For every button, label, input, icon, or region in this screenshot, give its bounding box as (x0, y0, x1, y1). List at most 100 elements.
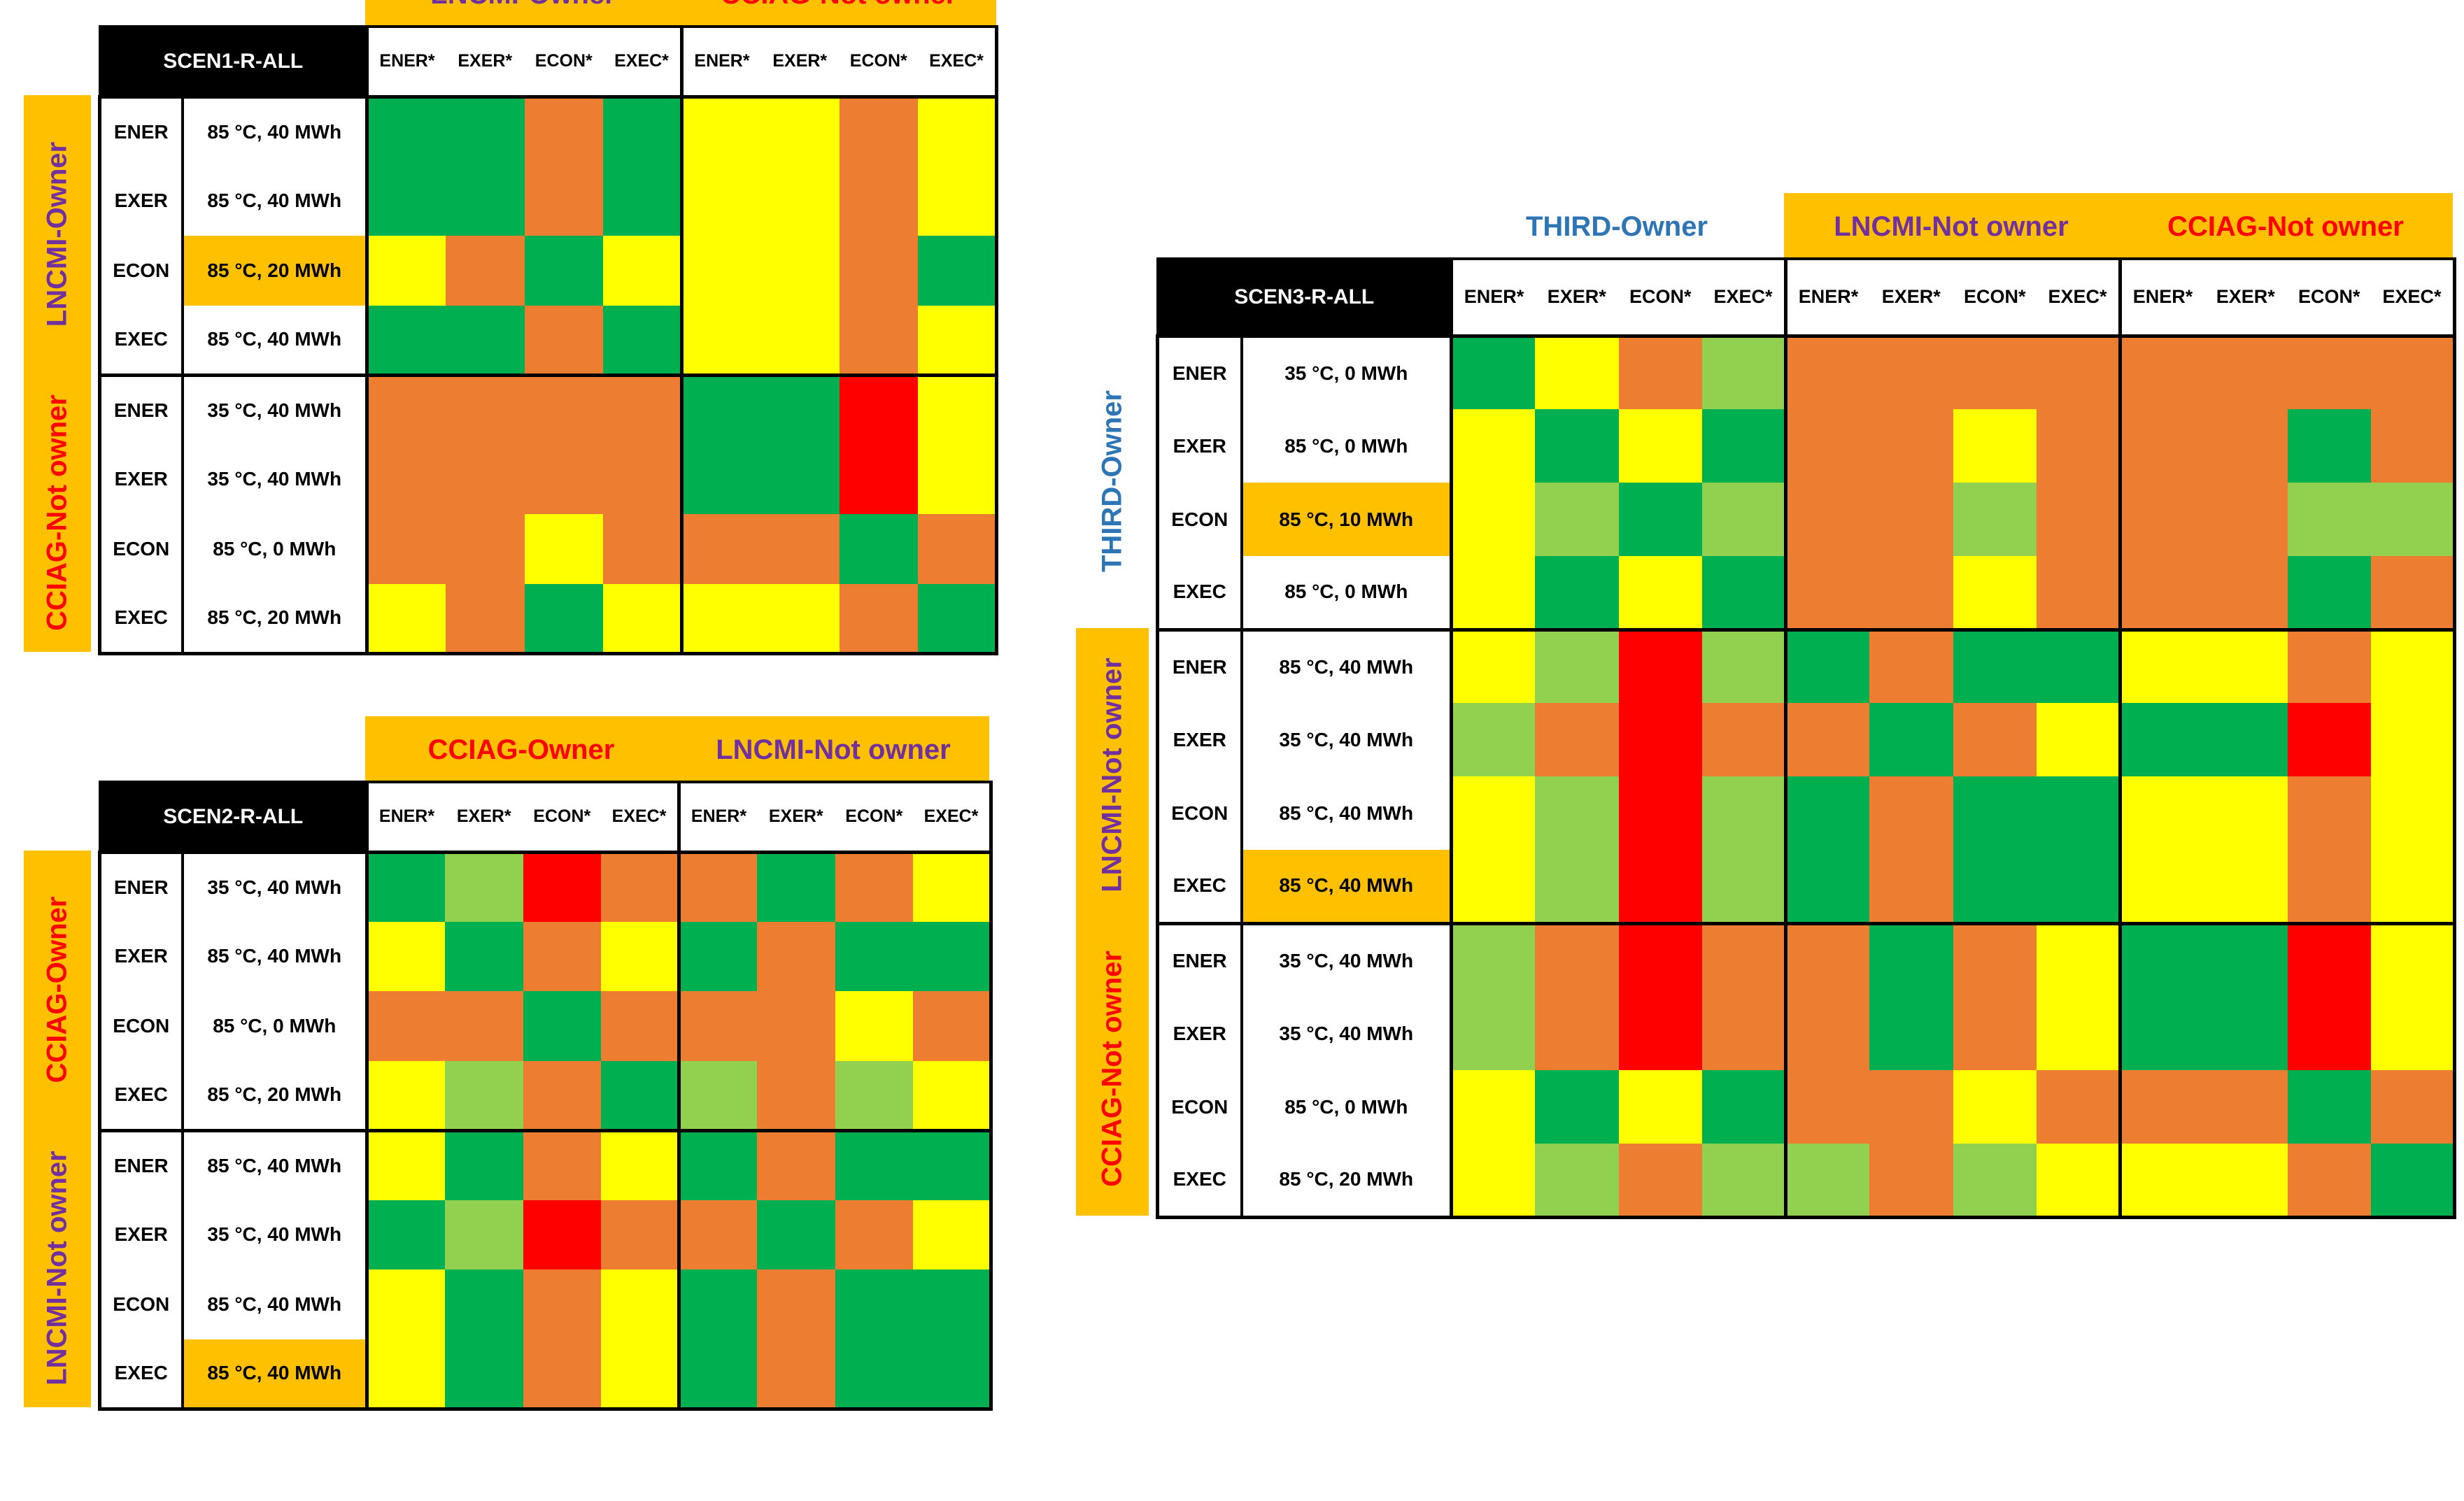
heatmap-cell (1618, 776, 1702, 850)
heatmap-cell (365, 444, 446, 514)
heatmap-cell (1869, 921, 1953, 997)
heatmap-cell (839, 166, 918, 236)
column-header: EXEC* (2371, 257, 2456, 337)
row-parameter: 85 °C, 40 MWh (182, 1128, 369, 1200)
heatmap-cell (2204, 997, 2288, 1070)
row-label: ENER (98, 373, 184, 445)
heatmap-cell (760, 94, 840, 166)
row-group-text: LNCMI-Owner (41, 141, 73, 327)
row-parameter: 85 °C, 0 MWh (182, 514, 369, 584)
heatmap-cell (365, 583, 446, 655)
heatmap-cell (2118, 997, 2204, 1070)
row-parameter: 85 °C, 0 MWh (1241, 556, 1453, 629)
row-group-label: THIRD-Owner (1076, 334, 1149, 628)
row-label: EXEC (98, 1339, 184, 1411)
heatmap-cell (1450, 1144, 1535, 1219)
heatmap-cell (524, 236, 603, 306)
heatmap-cell (601, 991, 681, 1061)
heatmap-cell (1953, 921, 2037, 997)
heatmap-cell (1953, 850, 2037, 923)
heatmap-cell (601, 1060, 681, 1130)
heatmap-cell (2118, 483, 2204, 556)
column-header: EXER* (1535, 257, 1619, 337)
heatmap-cell (2371, 921, 2456, 997)
heatmap-cell (913, 1200, 993, 1269)
heatmap-cell (1869, 483, 1953, 556)
column-header: ENER* (680, 25, 760, 98)
heatmap-cell (835, 991, 913, 1061)
column-header: ECON* (524, 25, 603, 98)
row-group-label: CCIAG-Not owner (24, 374, 91, 652)
row-label: EXEC (1156, 850, 1243, 923)
heatmap-cell (913, 1128, 993, 1200)
column-header: ENER* (365, 781, 445, 853)
heatmap-cell (1869, 627, 1953, 703)
heatmap-cell (1618, 627, 1702, 703)
heatmap-cell (1618, 334, 1702, 409)
row-label: ECON (98, 1269, 184, 1339)
column-header: ENER* (1784, 257, 1869, 337)
heatmap-cell (365, 166, 446, 236)
heatmap-grid: SCEN3-R-ALL ENER* EXER* ECON* EXEC* ENER* EXER… (1156, 257, 2456, 1219)
heatmap-cell (365, 1269, 445, 1339)
heatmap-cell (2287, 850, 2371, 923)
heatmap-cell (1450, 334, 1535, 409)
row-label: EXEC (1156, 556, 1243, 629)
row-group-text: CCIAG-Owner (41, 896, 73, 1083)
row-label: ENER (1156, 921, 1243, 997)
heatmap-cell (680, 514, 760, 584)
row-label: EXER (1156, 997, 1243, 1070)
heatmap-cell (1535, 1070, 1619, 1144)
heatmap-cell (1618, 703, 1702, 776)
heatmap-cell (1450, 1070, 1535, 1144)
heatmap-cell (677, 1128, 757, 1200)
row-parameter: 35 °C, 0 MWh (1241, 334, 1453, 409)
heatmap-cell (601, 1128, 681, 1200)
heatmap-cell (1953, 483, 2037, 556)
column-group-label: LNCMI-Owner (365, 0, 681, 28)
row-label: ECON (98, 514, 184, 584)
heatmap-cell (680, 236, 760, 306)
heatmap-cell (680, 166, 760, 236)
heatmap-cell (446, 514, 525, 584)
heatmap-cell (839, 236, 918, 306)
heatmap-cell (839, 514, 918, 584)
row-label: EXER (1156, 409, 1243, 483)
heatmap-cell (603, 305, 684, 375)
column-header: ECON* (1953, 257, 2037, 337)
row-parameter: 85 °C, 40 MWh (182, 166, 369, 236)
heatmap-cell (2204, 1144, 2288, 1219)
heatmap-cell (2037, 483, 2122, 556)
row-label: EXER (98, 921, 184, 991)
heatmap-cell (603, 444, 684, 514)
heatmap-cell (2037, 409, 2122, 483)
row-group-text: LNCMI-Not owner (1096, 657, 1128, 892)
row-parameter: 85 °C, 0 MWh (1241, 409, 1453, 483)
heatmap-cell (760, 166, 840, 236)
heatmap-cell (913, 850, 993, 922)
heatmap-cell (835, 1200, 913, 1269)
heatmap-cell (1618, 483, 1702, 556)
row-parameter: 85 °C, 40 MWh (182, 94, 369, 166)
heatmap-cell (1869, 1070, 1953, 1144)
heatmap-cell (365, 991, 445, 1061)
heatmap-cell (524, 373, 603, 445)
row-label: EXEC (98, 583, 184, 655)
row-parameter: 85 °C, 20 MWh (182, 236, 369, 306)
heatmap-cell (760, 583, 840, 655)
heatmap-table: SCEN3-R-ALL ENER* EXER* ECON* EXEC* ENER* EXER… (1156, 257, 2456, 1219)
heatmap-cell (1869, 850, 1953, 923)
heatmap-cell (1784, 556, 1869, 629)
heatmap-cell (1702, 627, 1787, 703)
heatmap-cell (2204, 776, 2288, 850)
row-label: ENER (1156, 334, 1243, 409)
column-header: EXEC* (2037, 257, 2122, 337)
column-header: EXEC* (1702, 257, 1787, 337)
heatmap-cell (603, 583, 684, 655)
column-header: ENER* (2118, 257, 2204, 337)
heatmap-cell (1953, 556, 2037, 629)
heatmap-cell (603, 94, 684, 166)
row-parameter: 85 °C, 20 MWh (182, 1060, 369, 1130)
heatmap-cell (1784, 776, 1869, 850)
column-header: ECON* (1618, 257, 1702, 337)
